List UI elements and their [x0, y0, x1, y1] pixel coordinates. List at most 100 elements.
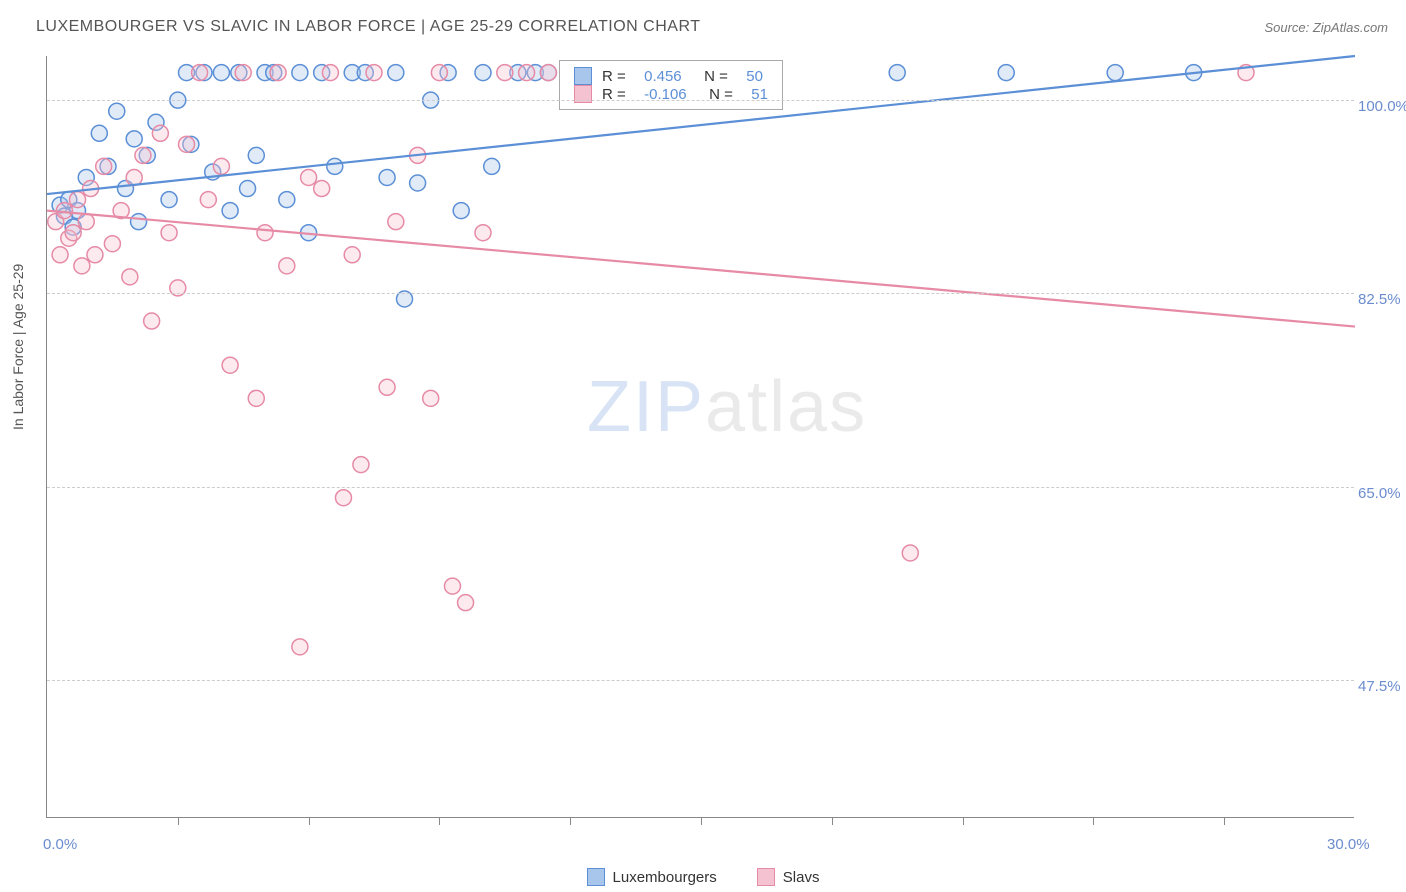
- data-point: [161, 225, 177, 241]
- legend-item: Luxembourgers: [587, 868, 717, 886]
- trend-line: [47, 211, 1355, 327]
- data-point: [270, 65, 286, 81]
- data-point: [213, 158, 229, 174]
- data-point: [91, 125, 107, 141]
- stats-box: R = 0.456 N = 50R = -0.106 N = 51: [559, 60, 783, 110]
- x-tick: [309, 817, 310, 825]
- data-point: [279, 192, 295, 208]
- data-point: [292, 65, 308, 81]
- plot-area: ZIPatlas R = 0.456 N = 50R = -0.106 N = …: [46, 56, 1354, 818]
- gridline: [47, 680, 1354, 681]
- data-point: [379, 169, 395, 185]
- x-tick: [1093, 817, 1094, 825]
- data-point: [104, 236, 120, 252]
- data-point: [889, 65, 905, 81]
- y-tick-label: 100.0%: [1358, 98, 1406, 115]
- data-point: [475, 65, 491, 81]
- data-point: [152, 125, 168, 141]
- data-point: [222, 357, 238, 373]
- data-point: [222, 203, 238, 219]
- data-point: [388, 214, 404, 230]
- x-tick-label: 30.0%: [1327, 836, 1370, 853]
- stats-row: R = 0.456 N = 50: [574, 67, 768, 85]
- data-point: [366, 65, 382, 81]
- data-point: [200, 192, 216, 208]
- data-point: [388, 65, 404, 81]
- data-point: [240, 181, 256, 197]
- data-point: [998, 65, 1014, 81]
- chart-title: LUXEMBOURGER VS SLAVIC IN LABOR FORCE | …: [36, 18, 700, 36]
- data-point: [213, 65, 229, 81]
- data-point: [161, 192, 177, 208]
- data-point: [484, 158, 500, 174]
- data-point: [444, 578, 460, 594]
- data-point: [335, 490, 351, 506]
- legend-swatch: [757, 868, 775, 886]
- legend-label: Luxembourgers: [613, 869, 717, 886]
- data-point: [431, 65, 447, 81]
- data-point: [78, 214, 94, 230]
- data-point: [235, 65, 251, 81]
- y-axis-label: In Labor Force | Age 25-29: [10, 264, 26, 430]
- data-point: [344, 247, 360, 263]
- data-point: [1107, 65, 1123, 81]
- data-point: [327, 158, 343, 174]
- data-point: [192, 65, 208, 81]
- data-point: [353, 457, 369, 473]
- data-point: [322, 65, 338, 81]
- gridline: [47, 100, 1354, 101]
- data-point: [279, 258, 295, 274]
- data-point: [248, 147, 264, 163]
- n-label: N =: [692, 68, 728, 85]
- x-tick: [178, 817, 179, 825]
- data-point: [74, 258, 90, 274]
- series-swatch: [574, 67, 592, 85]
- data-point: [96, 158, 112, 174]
- legend-bottom: Luxembourgers Slavs: [0, 868, 1406, 886]
- data-point: [122, 269, 138, 285]
- x-tick-label: 0.0%: [43, 836, 77, 853]
- data-point: [65, 225, 81, 241]
- data-point: [497, 65, 513, 81]
- data-point: [292, 639, 308, 655]
- gridline: [47, 487, 1354, 488]
- chart-svg: [47, 56, 1354, 817]
- n-value: 50: [738, 68, 763, 85]
- source-label: Source: ZipAtlas.com: [1264, 20, 1388, 35]
- x-tick: [832, 817, 833, 825]
- r-label: R =: [602, 68, 626, 85]
- data-point: [131, 214, 147, 230]
- data-point: [379, 379, 395, 395]
- x-tick: [439, 817, 440, 825]
- data-point: [126, 169, 142, 185]
- y-tick-label: 82.5%: [1358, 291, 1406, 308]
- data-point: [144, 313, 160, 329]
- data-point: [423, 390, 439, 406]
- x-tick: [570, 817, 571, 825]
- data-point: [257, 225, 273, 241]
- data-point: [126, 131, 142, 147]
- data-point: [248, 390, 264, 406]
- y-tick-label: 47.5%: [1358, 678, 1406, 695]
- data-point: [301, 169, 317, 185]
- r-value: 0.456: [636, 68, 682, 85]
- legend-swatch: [587, 868, 605, 886]
- data-point: [109, 103, 125, 119]
- data-point: [458, 595, 474, 611]
- y-tick-label: 65.0%: [1358, 485, 1406, 502]
- data-point: [410, 175, 426, 191]
- data-point: [475, 225, 491, 241]
- data-point: [179, 136, 195, 152]
- data-point: [453, 203, 469, 219]
- data-point: [135, 147, 151, 163]
- data-point: [902, 545, 918, 561]
- x-tick: [1224, 817, 1225, 825]
- data-point: [52, 247, 68, 263]
- legend-item: Slavs: [757, 868, 820, 886]
- x-tick: [701, 817, 702, 825]
- data-point: [519, 65, 535, 81]
- data-point: [314, 181, 330, 197]
- title-bar: LUXEMBOURGER VS SLAVIC IN LABOR FORCE | …: [36, 18, 1388, 36]
- data-point: [540, 65, 556, 81]
- data-point: [87, 247, 103, 263]
